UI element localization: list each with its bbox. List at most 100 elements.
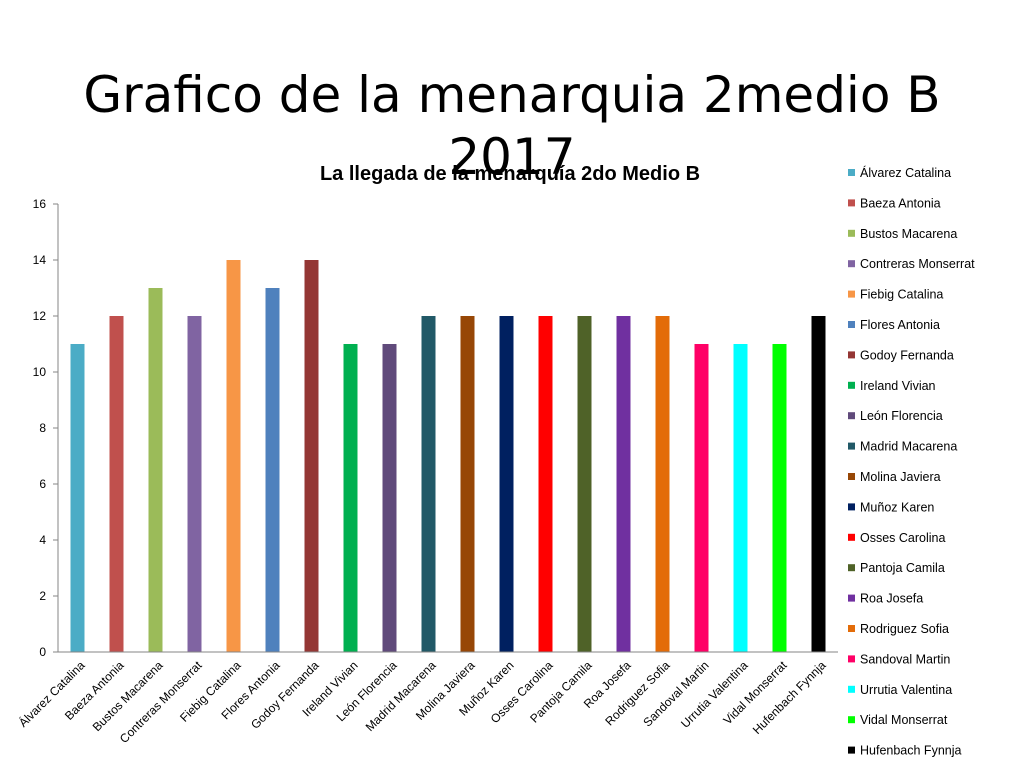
legend-swatch	[848, 169, 855, 176]
legend-item: Molina Javiera	[848, 470, 941, 484]
y-tick-label: 2	[39, 589, 46, 603]
bar-17	[694, 344, 709, 652]
legend-item: Urrutia Valentina	[848, 683, 952, 697]
legend-label: Molina Javiera	[860, 470, 941, 484]
legend-label: Bustos Macarena	[860, 227, 957, 241]
x-tick-label: Bustos Macarena	[90, 658, 166, 734]
legend-item: Madrid Macarena	[848, 440, 957, 454]
legend-swatch	[848, 351, 855, 359]
legend-swatch	[848, 229, 855, 237]
legend-item: Pantoja Camila	[848, 561, 945, 575]
legend-item: Álvarez Catalina	[848, 165, 951, 180]
bar-5	[226, 260, 241, 652]
bar-18	[733, 344, 748, 652]
legend-item: Fiebig Catalina	[848, 288, 943, 302]
legend-label: Baeza Antonia	[860, 196, 941, 210]
legend-swatch	[848, 746, 855, 754]
legend-swatch	[848, 199, 855, 207]
bar-1	[70, 344, 85, 652]
y-tick-label: 6	[39, 477, 46, 491]
legend-label: Pantoja Camila	[860, 561, 945, 575]
legend-item: Rodriguez Sofia	[848, 622, 949, 636]
legend-item: Roa Josefa	[848, 592, 923, 606]
x-tick-label: Álvarez Catalina	[15, 657, 88, 730]
legend-item: Muñoz Karen	[848, 500, 934, 514]
legend-label: Flores Antonia	[860, 318, 940, 332]
x-tick-label: Godoy Fernanda	[248, 658, 322, 732]
x-tick-label: Hufenbach Fynnja	[750, 658, 829, 737]
slide-title: Grafico de la menarquia 2medio B 2017	[83, 65, 941, 186]
legend-item: Sandoval Martin	[848, 652, 950, 666]
legend-swatch	[848, 655, 855, 663]
legend-label: Osses Carolina	[860, 531, 945, 545]
legend-swatch	[848, 381, 855, 389]
legend-item: Bustos Macarena	[848, 227, 957, 241]
legend-swatch	[848, 625, 855, 632]
y-tick-label: 0	[39, 645, 46, 659]
legend-swatch	[848, 716, 855, 724]
legend: Álvarez Catalina Baeza Antonia Bustos Maca…	[848, 165, 975, 758]
legend-item: Osses Carolina	[848, 531, 945, 545]
chart-title: La llegada de la menarquía 2do Medio B	[320, 163, 700, 185]
bar-13	[538, 316, 553, 652]
legend-label: Muñoz Karen	[860, 500, 934, 514]
legend-item: León Florencia	[848, 409, 943, 423]
legend-label: Contreras Monserrat	[860, 257, 975, 271]
legend-label: Ireland Vivian	[860, 379, 936, 393]
legend-item: Flores Antonia	[848, 318, 940, 332]
legend-swatch	[848, 290, 855, 298]
legend-swatch	[848, 412, 855, 420]
legend-swatch	[848, 473, 855, 480]
bar-16	[655, 316, 670, 652]
legend-swatch	[848, 594, 855, 602]
bar-10	[421, 316, 436, 652]
legend-label: Hufenbach Fynnja	[860, 744, 962, 758]
y-tick-label: 12	[33, 309, 47, 323]
bar-7	[304, 260, 319, 652]
bars-group	[70, 260, 826, 652]
legend-label: Urrutia Valentina	[860, 683, 952, 697]
legend-swatch	[848, 533, 855, 541]
legend-label: Madrid Macarena	[860, 440, 957, 454]
legend-item: Hufenbach Fynnja	[848, 744, 962, 758]
legend-label: Godoy Fernanda	[860, 348, 954, 362]
legend-swatch	[848, 321, 855, 328]
bar-3	[148, 288, 163, 652]
legend-label: León Florencia	[860, 409, 943, 423]
legend-label: Fiebig Catalina	[860, 288, 943, 302]
legend-item: Godoy Fernanda	[848, 348, 954, 362]
y-tick-label: 8	[39, 421, 46, 435]
bar-12	[499, 316, 514, 652]
legend-label: Sandoval Martin	[860, 652, 950, 666]
y-tick-label: 16	[33, 197, 47, 211]
y-tick-label: 10	[33, 365, 47, 379]
legend-item: Ireland Vivian	[848, 379, 936, 393]
legend-label: Vidal Monserrat	[860, 713, 948, 727]
bar-15	[616, 316, 631, 652]
legend-label: Rodriguez Sofia	[860, 622, 949, 636]
bar-11	[460, 316, 475, 652]
y-axis: 0 2 4 6 8 10 12 14 16	[33, 197, 59, 659]
bar-8	[343, 344, 358, 652]
bar-2	[109, 316, 124, 652]
bar-9	[382, 344, 397, 652]
bar-4	[187, 316, 202, 652]
legend-item: Baeza Antonia	[848, 196, 941, 210]
x-tick-label: Madrid Macarena	[363, 658, 439, 734]
y-tick-label: 4	[39, 533, 46, 547]
legend-swatch	[848, 442, 855, 450]
legend-swatch	[848, 260, 855, 268]
legend-swatch	[848, 564, 855, 572]
legend-swatch	[848, 503, 855, 511]
bar-6	[265, 288, 280, 652]
bar-19	[772, 344, 787, 652]
legend-label: Álvarez Catalina	[860, 165, 951, 180]
legend-item: Contreras Monserrat	[848, 257, 975, 271]
bar-20	[811, 316, 826, 652]
bar-14	[577, 316, 592, 652]
legend-swatch	[848, 685, 855, 693]
y-tick-label: 14	[33, 253, 47, 267]
legend-item: Vidal Monserrat	[848, 713, 948, 727]
